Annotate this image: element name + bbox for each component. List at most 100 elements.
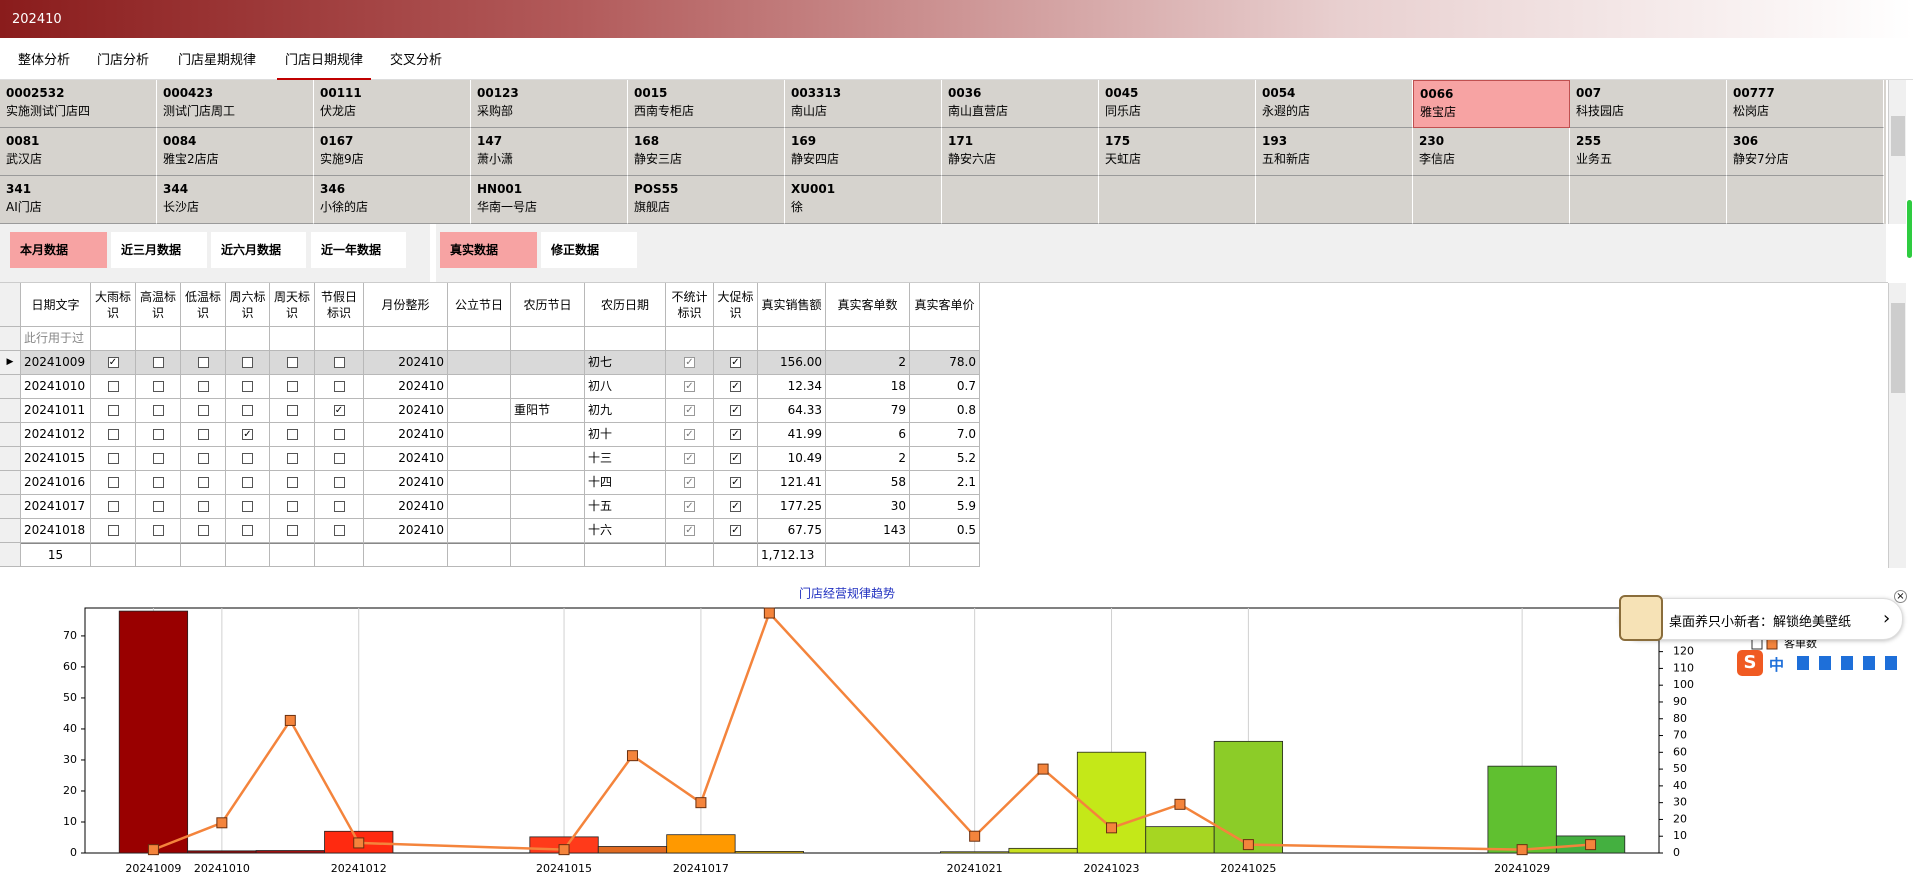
checkbox[interactable]: ✓ xyxy=(684,381,695,392)
checkbox[interactable]: ✓ xyxy=(684,429,695,440)
checkbox[interactable] xyxy=(152,357,164,368)
scroll-thumb[interactable] xyxy=(1891,303,1905,393)
store-button[interactable]: 0066 雅宝店 xyxy=(1413,80,1570,128)
checkbox[interactable] xyxy=(242,501,253,512)
table-cell[interactable]: 初十 xyxy=(585,423,666,447)
checkbox[interactable]: ✓ xyxy=(684,357,695,368)
checkbox[interactable] xyxy=(197,405,209,416)
checkbox[interactable]: ✓ xyxy=(684,453,695,464)
checkbox[interactable] xyxy=(286,357,298,368)
table-cell[interactable]: 143 xyxy=(826,519,910,543)
table-cell[interactable]: 202410 xyxy=(364,447,448,471)
checkbox[interactable]: ✓ xyxy=(684,405,695,416)
column-header[interactable]: 日期文字 xyxy=(21,283,91,327)
checkbox[interactable] xyxy=(333,381,345,392)
checkbox[interactable] xyxy=(197,501,209,512)
table-cell[interactable]: 202410 xyxy=(364,399,448,423)
checkbox[interactable]: ✓ xyxy=(684,477,695,488)
column-header[interactable]: 真实客单价 xyxy=(910,283,980,327)
store-button[interactable]: 0015 西南专柜店 xyxy=(628,80,785,128)
table-cell[interactable] xyxy=(448,471,511,495)
table-cell[interactable]: 2.1 xyxy=(910,471,980,495)
store-button[interactable]: 00777 松岗店 xyxy=(1727,80,1884,128)
store-button[interactable]: 255 业务五 xyxy=(1570,128,1727,176)
table-cell[interactable]: 10.49 xyxy=(758,447,826,471)
store-button[interactable]: 169 静安四店 xyxy=(785,128,942,176)
table-cell[interactable] xyxy=(448,375,511,399)
table-cell[interactable]: 41.99 xyxy=(758,423,826,447)
store-button[interactable]: 193 五和新店 xyxy=(1256,128,1413,176)
table-cell[interactable] xyxy=(448,519,511,543)
checkbox[interactable] xyxy=(333,429,345,440)
column-header[interactable]: 农历日期 xyxy=(585,283,666,327)
table-cell[interactable]: 202410 xyxy=(364,351,448,375)
scroll-thumb[interactable] xyxy=(1891,116,1905,156)
checkbox[interactable] xyxy=(333,501,345,512)
column-header[interactable]: 大促标识 xyxy=(714,283,758,327)
checkbox[interactable] xyxy=(197,381,209,392)
ime-icons[interactable] xyxy=(1797,656,1907,670)
table-cell[interactable]: 5.2 xyxy=(910,447,980,471)
checkbox[interactable]: ✓ xyxy=(730,429,741,440)
checkbox[interactable] xyxy=(197,477,209,488)
ime-logo[interactable]: S xyxy=(1737,650,1763,676)
checkbox[interactable] xyxy=(152,381,164,392)
checkbox[interactable] xyxy=(286,381,298,392)
checkbox[interactable] xyxy=(333,453,345,464)
column-header[interactable]: 真实销售额 xyxy=(758,283,826,327)
tab[interactable]: 门店星期规律 xyxy=(178,53,257,68)
checkbox[interactable] xyxy=(286,429,298,440)
store-button[interactable]: 171 静安六店 xyxy=(942,128,1099,176)
column-header[interactable]: 节假日标识 xyxy=(315,283,364,327)
store-button[interactable]: 0084 雅宝2店店 xyxy=(157,128,314,176)
store-button[interactable]: 147 萧小潇 xyxy=(471,128,628,176)
checkbox[interactable]: ✓ xyxy=(730,357,741,368)
table-cell[interactable]: 20241012 xyxy=(21,423,91,447)
checkbox[interactable] xyxy=(152,525,164,536)
table-cell[interactable]: 十三 xyxy=(585,447,666,471)
column-header[interactable]: 不统计标识 xyxy=(666,283,714,327)
table-cell[interactable]: 202410 xyxy=(364,423,448,447)
store-button[interactable]: 007 科技园店 xyxy=(1570,80,1727,128)
data-button[interactable]: 真实数据 xyxy=(440,232,537,268)
checkbox[interactable] xyxy=(242,381,253,392)
checkbox[interactable] xyxy=(333,357,345,368)
checkbox[interactable] xyxy=(333,525,345,536)
checkbox[interactable] xyxy=(107,453,119,464)
checkbox[interactable] xyxy=(286,405,298,416)
column-header[interactable]: 农历节日 xyxy=(511,283,585,327)
table-cell[interactable]: 79 xyxy=(826,399,910,423)
period-button[interactable]: 本月数据 xyxy=(10,232,107,268)
table-cell[interactable]: 20241011 xyxy=(21,399,91,423)
checkbox[interactable]: ✓ xyxy=(333,405,345,416)
table-cell[interactable]: 202410 xyxy=(364,519,448,543)
checkbox[interactable]: ✓ xyxy=(730,501,741,512)
checkbox[interactable] xyxy=(242,357,253,368)
table-cell[interactable]: 64.33 xyxy=(758,399,826,423)
table-cell[interactable]: 十六 xyxy=(585,519,666,543)
popup-arrow[interactable]: › xyxy=(1883,608,1891,629)
table-cell[interactable] xyxy=(511,471,585,495)
checkbox[interactable] xyxy=(152,453,164,464)
store-button[interactable]: XU001 徐 xyxy=(785,176,942,224)
store-button[interactable]: HN001 华南一号店 xyxy=(471,176,628,224)
checkbox[interactable]: ✓ xyxy=(684,525,695,536)
table-cell[interactable]: 7.0 xyxy=(910,423,980,447)
checkbox[interactable] xyxy=(286,525,298,536)
table-cell[interactable]: 67.75 xyxy=(758,519,826,543)
checkbox[interactable] xyxy=(242,525,253,536)
checkbox[interactable] xyxy=(286,477,298,488)
table-scrollbar[interactable] xyxy=(1888,283,1906,568)
table-cell[interactable] xyxy=(448,399,511,423)
column-header[interactable]: 周天标识 xyxy=(270,283,315,327)
table-cell[interactable]: 初九 xyxy=(585,399,666,423)
checkbox[interactable] xyxy=(242,477,253,488)
column-header[interactable]: 高温标识 xyxy=(136,283,181,327)
column-header[interactable]: 真实客单数 xyxy=(826,283,910,327)
table-cell[interactable]: 202410 xyxy=(364,471,448,495)
store-button[interactable]: 0002532 实施测试门店四 xyxy=(0,80,157,128)
table-cell[interactable]: 78.0 xyxy=(910,351,980,375)
table-cell[interactable] xyxy=(448,495,511,519)
table-cell[interactable]: 0.5 xyxy=(910,519,980,543)
table-cell[interactable] xyxy=(511,447,585,471)
